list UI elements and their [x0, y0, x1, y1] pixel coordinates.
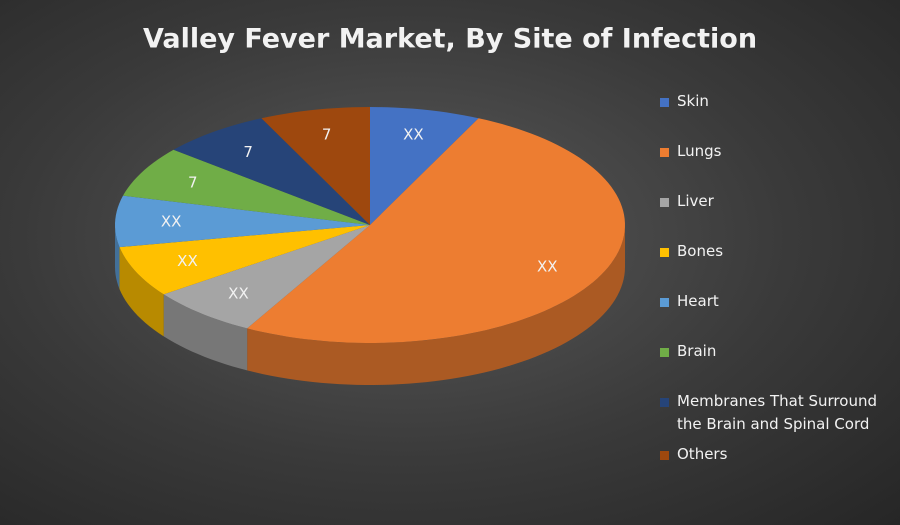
- data-label: 7: [322, 126, 332, 144]
- legend-item: Brain: [660, 340, 716, 363]
- slice-side: [247, 225, 625, 385]
- data-label: XX: [177, 252, 198, 270]
- legend-item: Heart: [660, 290, 719, 313]
- data-label: 7: [243, 143, 253, 161]
- legend-label: Bones: [677, 242, 724, 260]
- data-label: XX: [161, 213, 182, 231]
- legend-swatch: [660, 98, 669, 107]
- slice: [370, 107, 479, 225]
- legend-label: Heart: [677, 292, 719, 310]
- legend-item: Skin: [660, 90, 709, 113]
- legend-label: Lungs: [677, 142, 722, 160]
- legend-label: Membranes That Surround the Brain and Sp…: [677, 392, 877, 433]
- slice-side: [163, 294, 248, 371]
- slice: [173, 118, 370, 225]
- legend-swatch: [660, 348, 669, 357]
- slice: [123, 149, 370, 225]
- legend-swatch: [660, 198, 669, 207]
- legend-swatch: [660, 298, 669, 307]
- legend-label: Liver: [677, 192, 714, 210]
- legend-swatch: [660, 248, 669, 257]
- legend-item: Liver: [660, 190, 714, 213]
- data-label: XX: [228, 285, 249, 303]
- slice: [261, 107, 370, 225]
- data-label: XX: [537, 257, 558, 275]
- slice: [115, 195, 371, 248]
- legend-swatch: [660, 398, 669, 407]
- data-label: XX: [403, 126, 424, 144]
- slice-side: [115, 225, 120, 290]
- slice-side: [119, 247, 164, 337]
- slice: [247, 118, 625, 343]
- legend-item: Bones: [660, 240, 723, 263]
- data-label: 7: [188, 174, 198, 192]
- legend-swatch: [660, 148, 669, 157]
- slice: [119, 225, 370, 295]
- legend-item: Membranes That Surround the Brain and Sp…: [660, 390, 890, 436]
- legend-label: Brain: [677, 342, 717, 360]
- chart-title: Valley Fever Market, By Site of Infectio…: [143, 24, 757, 55]
- legend-label: Others: [677, 445, 728, 463]
- legend-label: Skin: [677, 92, 709, 110]
- slice: [163, 225, 370, 329]
- legend-item: Lungs: [660, 140, 721, 163]
- legend-swatch: [660, 451, 669, 460]
- legend-item: Others: [660, 443, 727, 466]
